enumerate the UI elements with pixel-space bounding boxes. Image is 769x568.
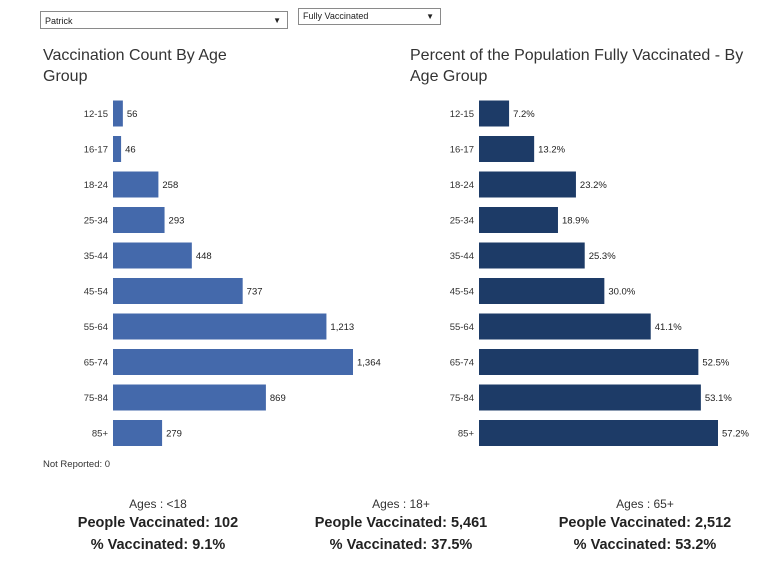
y-tick-label: 75-84 <box>84 393 108 404</box>
data-label: 57.2% <box>722 429 749 440</box>
data-label: 46 <box>125 145 136 156</box>
data-label: 258 <box>162 180 178 191</box>
summary-18-plus: Ages : 18+ People Vaccinated: 5,461 % Va… <box>286 496 516 556</box>
bar-85+[interactable] <box>113 420 163 446</box>
data-label: 13.2% <box>538 145 565 156</box>
bar-25-34[interactable] <box>479 207 558 233</box>
chevron-down-icon[interactable]: ▼ <box>426 12 434 21</box>
y-tick-label: 12-15 <box>84 109 108 120</box>
bar-75-84[interactable] <box>113 384 266 411</box>
y-tick-label: 45-54 <box>450 287 474 298</box>
y-tick-label: 75-84 <box>450 393 474 404</box>
bar-45-54[interactable] <box>113 278 243 304</box>
bar-35-44[interactable] <box>479 242 585 269</box>
data-label: 869 <box>270 393 286 404</box>
vaccination-status-dropdown[interactable]: Fully Vaccinated ▼ <box>298 8 441 25</box>
bar-35-44[interactable] <box>113 242 192 269</box>
bar-18-24[interactable] <box>113 171 159 198</box>
not-reported-note: Not Reported: 0 <box>43 459 111 470</box>
summary-ages-label: Ages : 65+ <box>616 497 674 511</box>
data-label: 56 <box>127 109 138 120</box>
summary-people-vaccinated: People Vaccinated: 5,461 <box>314 515 488 531</box>
y-tick-label: 18-24 <box>84 180 108 191</box>
y-tick-label: 35-44 <box>450 251 474 262</box>
y-tick-label: 35-44 <box>84 251 108 262</box>
y-tick-label: 25-34 <box>450 216 474 227</box>
y-tick-label: 18-24 <box>450 180 474 191</box>
y-tick-label: 55-64 <box>84 322 108 333</box>
summary-ages-label: Ages : <18 <box>129 497 187 511</box>
bar-16-17[interactable] <box>479 136 535 162</box>
data-label: 7.2% <box>513 109 535 120</box>
data-label: 279 <box>166 429 182 440</box>
y-tick-label: 65-74 <box>84 358 108 369</box>
y-tick-label: 45-54 <box>84 287 108 298</box>
bar-25-34[interactable] <box>113 207 165 233</box>
y-tick-label: 65-74 <box>450 358 474 369</box>
vaccination-status-value: Fully Vaccinated <box>303 11 369 21</box>
bar-65-74[interactable] <box>479 349 699 375</box>
summary-65-plus: Ages : 65+ People Vaccinated: 2,512 % Va… <box>530 496 760 556</box>
data-label: 41.1% <box>655 322 682 333</box>
county-dropdown-value: Patrick <box>45 16 73 26</box>
data-label: 30.0% <box>608 287 635 298</box>
bar-16-17[interactable] <box>113 136 122 162</box>
data-label: 737 <box>247 287 263 298</box>
data-label: 293 <box>169 216 185 227</box>
summary-percent-vaccinated: % Vaccinated: 37.5% <box>329 537 473 553</box>
y-tick-label: 16-17 <box>450 145 474 156</box>
y-tick-label: 25-34 <box>84 216 108 227</box>
y-tick-label: 55-64 <box>450 322 474 333</box>
percent-vaccinated-chart-title: Percent of the Population Fully Vaccinat… <box>410 47 744 85</box>
data-label: 18.9% <box>562 216 589 227</box>
data-label: 25.3% <box>589 251 616 262</box>
bar-45-54[interactable] <box>479 278 605 304</box>
y-tick-label: 85+ <box>458 429 475 440</box>
bar-85+[interactable] <box>479 420 718 446</box>
summary-people-vaccinated: People Vaccinated: 2,512 <box>558 515 732 531</box>
chevron-down-icon[interactable]: ▼ <box>273 16 281 25</box>
data-label: 53.1% <box>705 393 732 404</box>
y-tick-label: 12-15 <box>450 109 474 120</box>
data-label: 1,213 <box>330 322 354 333</box>
vaccination-count-chart-title: Vaccination Count By Age Group <box>43 47 227 85</box>
bar-12-15[interactable] <box>113 100 123 127</box>
summary-percent-vaccinated: % Vaccinated: 9.1% <box>90 537 226 553</box>
bar-18-24[interactable] <box>479 171 576 198</box>
summary-under-18: Ages : <18 People Vaccinated: 102 % Vacc… <box>43 496 273 556</box>
data-label: 448 <box>196 251 212 262</box>
y-tick-label: 85+ <box>92 429 109 440</box>
summary-people-vaccinated: People Vaccinated: 102 <box>77 515 239 531</box>
summary-ages-label: Ages : 18+ <box>372 497 430 511</box>
data-label: 52.5% <box>702 358 729 369</box>
y-tick-label: 16-17 <box>84 145 108 156</box>
summary-percent-vaccinated: % Vaccinated: 53.2% <box>573 537 717 553</box>
bar-55-64[interactable] <box>113 313 327 340</box>
data-label: 1,364 <box>357 358 381 369</box>
bar-75-84[interactable] <box>479 384 701 411</box>
county-dropdown[interactable]: Patrick ▼ <box>40 11 288 29</box>
bar-65-74[interactable] <box>113 349 353 375</box>
data-label: 23.2% <box>580 180 607 191</box>
bar-55-64[interactable] <box>479 313 651 340</box>
bar-12-15[interactable] <box>479 100 510 127</box>
